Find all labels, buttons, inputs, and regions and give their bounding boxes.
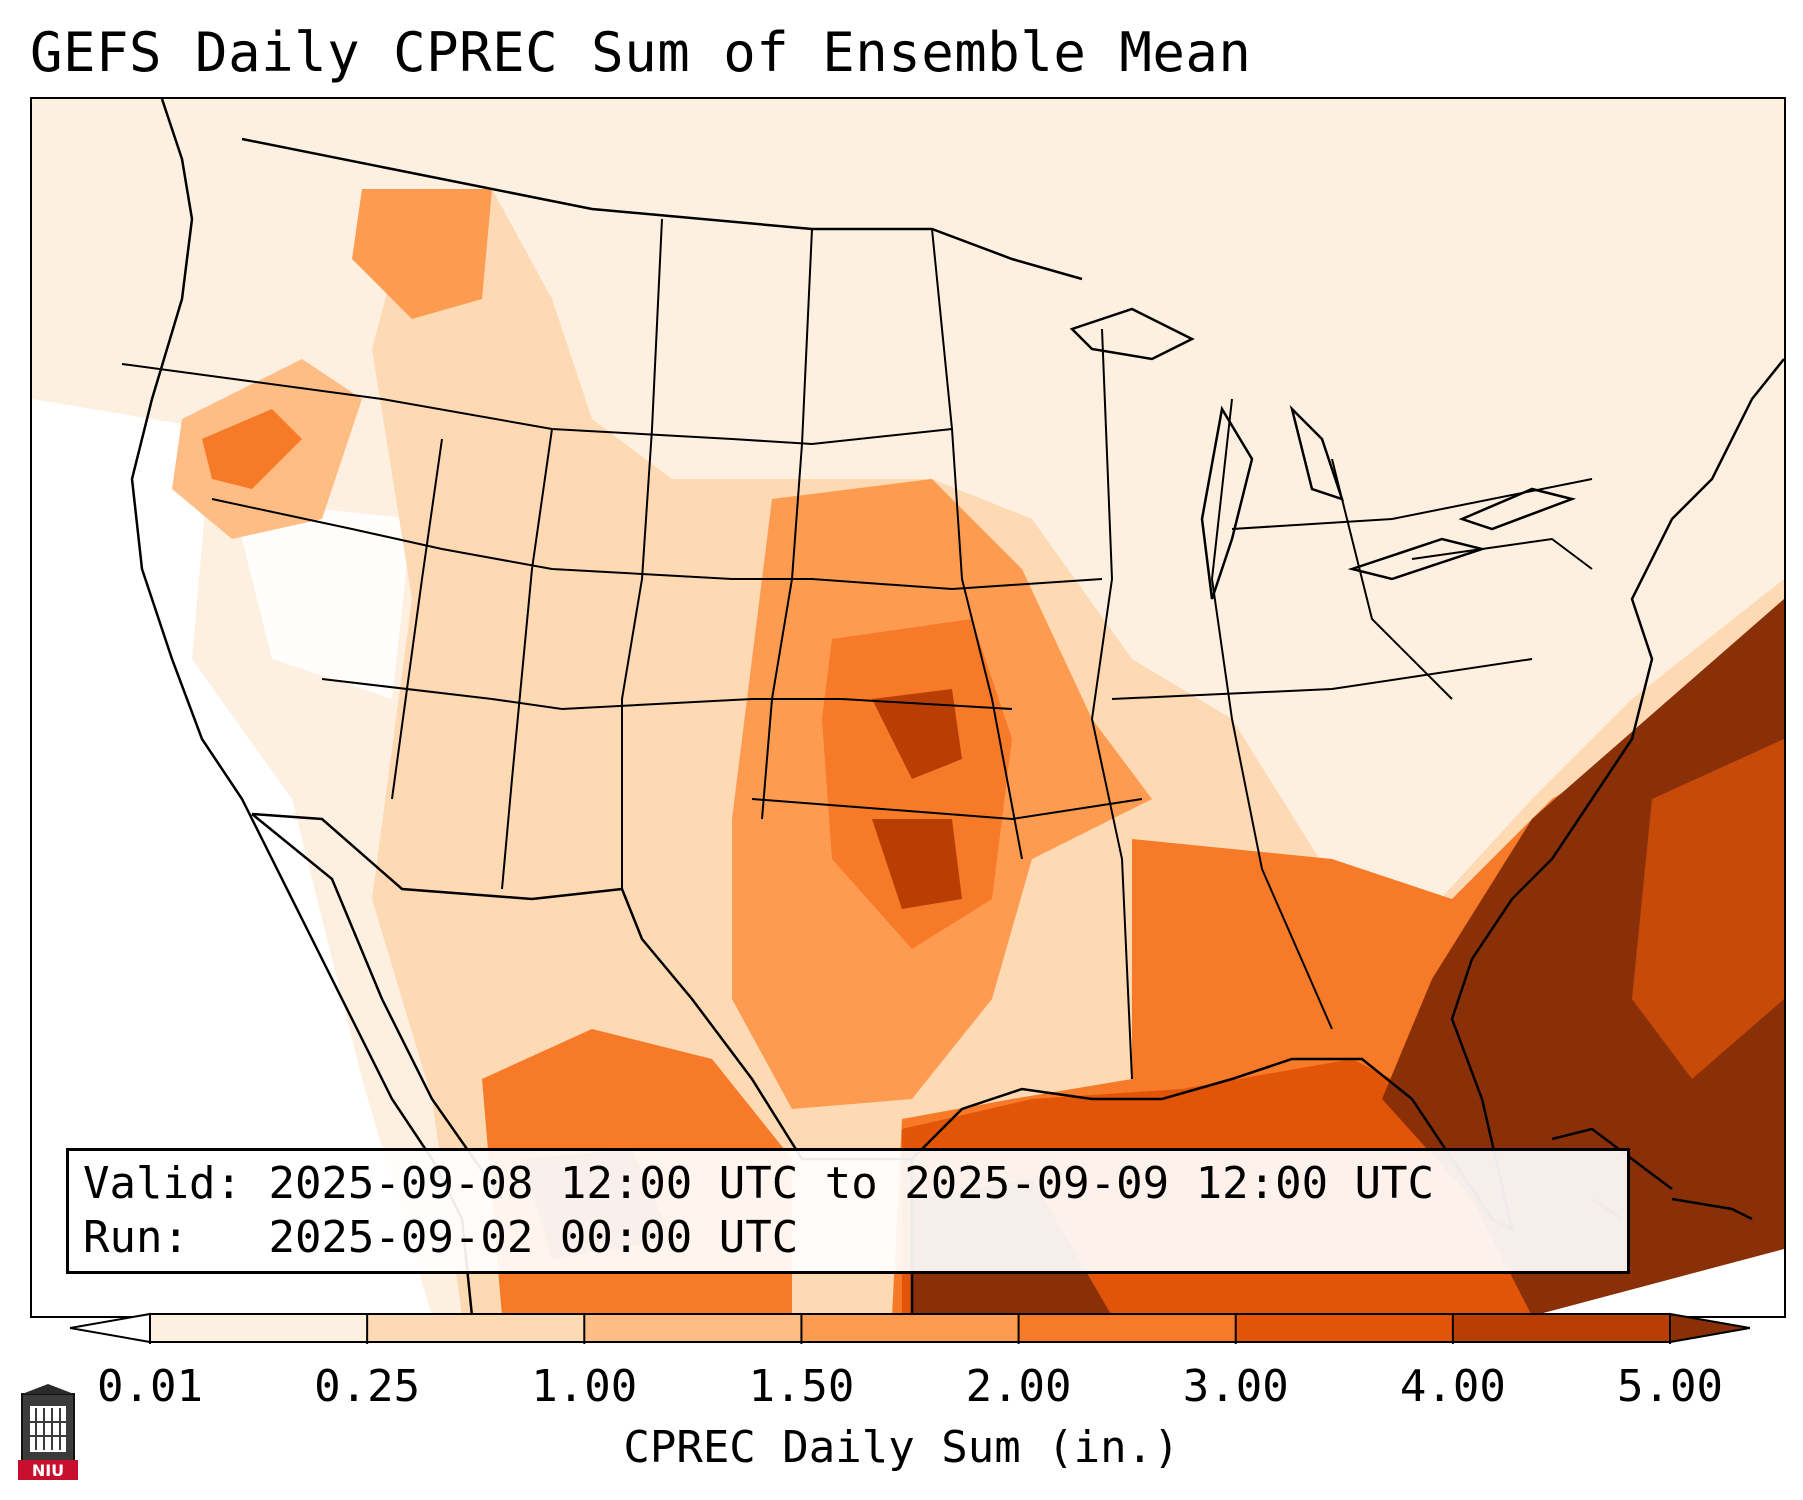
canada-border [241,137,1083,281]
colorbar-segment [150,1314,368,1342]
colorbar-tick-label: 0.01 [97,1361,203,1412]
colorbar [70,1312,1750,1344]
atlantic-inner [1632,739,1784,1079]
oklahoma-max [872,819,962,909]
university-tower-icon: NIU [18,1384,78,1480]
map-corner [1532,1249,1784,1316]
validity-info-box: Valid: 2025-09-08 12:00 UTC to 2025-09-0… [66,1148,1630,1274]
kansas-max [872,689,962,779]
colorbar-segment [1452,1314,1670,1342]
colorbar-under-arrow [70,1312,151,1344]
colorbar-segment [801,1314,1019,1342]
run-label: Run: [83,1212,189,1263]
logo-text: NIU [32,1461,64,1480]
pacific-coastline [130,99,474,1316]
baja-coastline [251,813,504,1200]
colorbar-segment [584,1314,802,1342]
colorbar-tick-label: 5.00 [1617,1361,1723,1412]
dry-nevada-region [232,499,412,699]
colorbar-tick-label: 0.25 [314,1361,421,1412]
colorbar-tick-label: 1.00 [531,1361,638,1412]
chart-title: GEFS Daily CPREC Sum of Ensemble Mean [30,21,1252,84]
great-lakes [1069,307,1577,600]
pnw-core [202,409,302,489]
mexico-border [251,812,912,1161]
idaho-band [352,189,492,319]
map-canvas [32,99,1784,1316]
colorbar-segment [1235,1314,1453,1342]
colorbar-segment [1018,1314,1236,1342]
valid-label: Valid: [83,1158,242,1209]
colorbar-label: CPREC Daily Sum (in.) [623,1422,1180,1473]
precipitation-map [30,97,1786,1318]
colorbar-ticks [149,1314,1671,1344]
dry-pacific-region [32,399,432,1316]
colorbar-over-arrow [1669,1312,1750,1344]
colorbar-tick-label: 1.50 [748,1361,855,1412]
colorbar-tick-label: 2.00 [965,1361,1072,1412]
colorbar-tick-label: 3.00 [1182,1361,1289,1412]
valid-value: 2025-09-08 12:00 UTC to 2025-09-09 12:00… [268,1158,1435,1209]
run-value: 2025-09-02 00:00 UTC [268,1212,799,1263]
colorbar-segments [150,1314,1670,1342]
atlantic-max [1382,599,1784,1316]
colorbar-tick-label: 4.00 [1399,1361,1506,1412]
colorbar-segment [367,1314,585,1342]
